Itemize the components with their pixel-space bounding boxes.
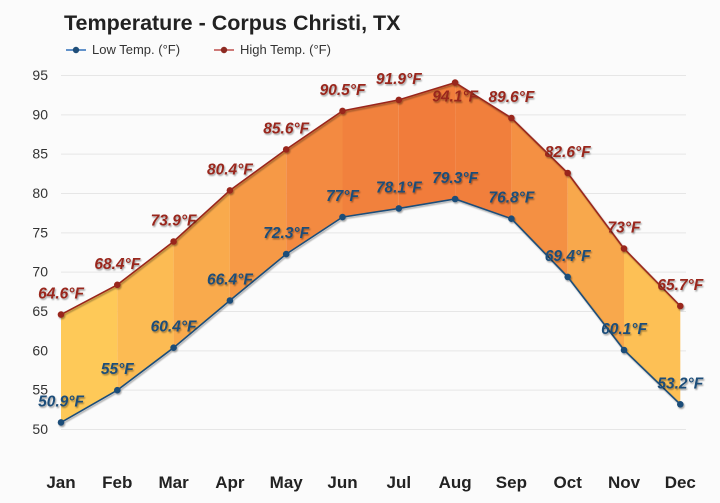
svg-text:Sep: Sep bbox=[496, 473, 527, 492]
svg-text:60.4°F: 60.4°F bbox=[151, 319, 197, 336]
svg-text:79.3°F: 79.3°F bbox=[432, 170, 478, 187]
svg-text:Jul: Jul bbox=[387, 473, 412, 492]
svg-text:90.5°F: 90.5°F bbox=[320, 82, 366, 99]
svg-text:70: 70 bbox=[32, 264, 48, 280]
svg-text:89.6°F: 89.6°F bbox=[488, 89, 534, 106]
svg-text:73.9°F: 73.9°F bbox=[151, 213, 197, 230]
svg-text:91.9°F: 91.9°F bbox=[376, 71, 422, 88]
svg-text:65: 65 bbox=[32, 303, 48, 319]
svg-text:80.4°F: 80.4°F bbox=[207, 161, 253, 178]
svg-text:69.4°F: 69.4°F bbox=[545, 248, 591, 265]
svg-text:78.1°F: 78.1°F bbox=[376, 179, 422, 196]
svg-text:66.4°F: 66.4°F bbox=[207, 272, 253, 289]
svg-text:80: 80 bbox=[32, 185, 48, 201]
svg-text:Jun: Jun bbox=[327, 473, 357, 492]
svg-text:Dec: Dec bbox=[665, 473, 696, 492]
svg-text:50.9°F: 50.9°F bbox=[38, 393, 84, 410]
svg-text:65.7°F: 65.7°F bbox=[657, 277, 703, 294]
svg-text:Jan: Jan bbox=[46, 473, 75, 492]
svg-text:May: May bbox=[270, 473, 304, 492]
svg-text:77°F: 77°F bbox=[326, 188, 359, 205]
svg-text:55°F: 55°F bbox=[101, 361, 134, 378]
svg-text:76.8°F: 76.8°F bbox=[488, 190, 534, 207]
svg-text:60.1°F: 60.1°F bbox=[601, 321, 647, 338]
svg-text:60: 60 bbox=[32, 342, 48, 358]
svg-text:85.6°F: 85.6°F bbox=[263, 120, 309, 137]
svg-text:64.6°F: 64.6°F bbox=[38, 286, 84, 303]
svg-text:85: 85 bbox=[32, 146, 48, 162]
svg-text:Mar: Mar bbox=[158, 473, 189, 492]
svg-text:68.4°F: 68.4°F bbox=[94, 256, 140, 273]
svg-text:94.1°F: 94.1°F bbox=[432, 89, 478, 106]
svg-text:53.2°F: 53.2°F bbox=[657, 375, 703, 392]
svg-text:75: 75 bbox=[32, 224, 48, 240]
svg-text:Oct: Oct bbox=[554, 473, 583, 492]
svg-text:73°F: 73°F bbox=[608, 220, 641, 237]
svg-text:Nov: Nov bbox=[608, 473, 641, 492]
svg-text:95: 95 bbox=[32, 67, 48, 83]
svg-text:82.6°F: 82.6°F bbox=[545, 144, 591, 161]
svg-text:72.3°F: 72.3°F bbox=[263, 225, 309, 242]
svg-text:90: 90 bbox=[32, 106, 48, 122]
svg-text:Feb: Feb bbox=[102, 473, 132, 492]
svg-text:50: 50 bbox=[32, 421, 48, 437]
svg-text:Aug: Aug bbox=[439, 473, 472, 492]
svg-text:Apr: Apr bbox=[215, 473, 245, 492]
